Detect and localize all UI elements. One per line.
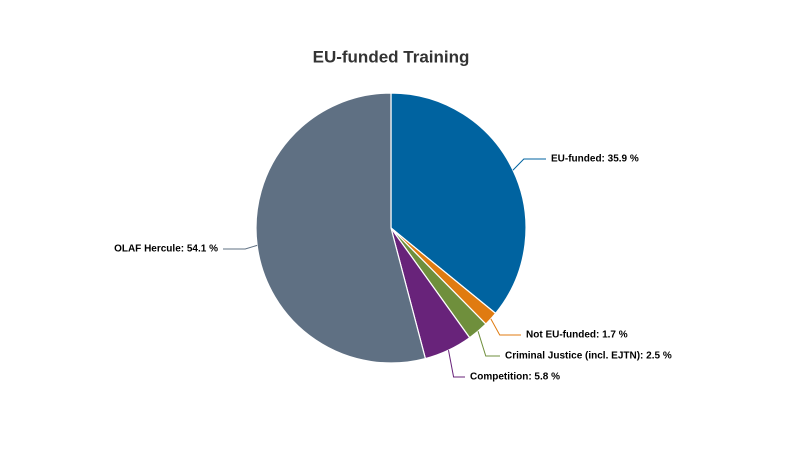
data-label: OLAF Hercule: 54.1 % bbox=[114, 244, 218, 255]
leader-line bbox=[512, 158, 546, 171]
chart-title: EU-funded Training bbox=[313, 47, 470, 66]
leader-line bbox=[477, 331, 500, 357]
data-label: Not EU-funded: 1.7 % bbox=[526, 330, 628, 341]
leader-line bbox=[447, 350, 465, 378]
leader-line bbox=[490, 318, 521, 336]
data-label: EU-funded: 35.9 % bbox=[551, 154, 639, 165]
data-label: Competition: 5.8 % bbox=[470, 372, 560, 383]
leader-line bbox=[223, 244, 258, 250]
data-label: Criminal Justice (incl. EJTN): 2.5 % bbox=[505, 351, 672, 362]
